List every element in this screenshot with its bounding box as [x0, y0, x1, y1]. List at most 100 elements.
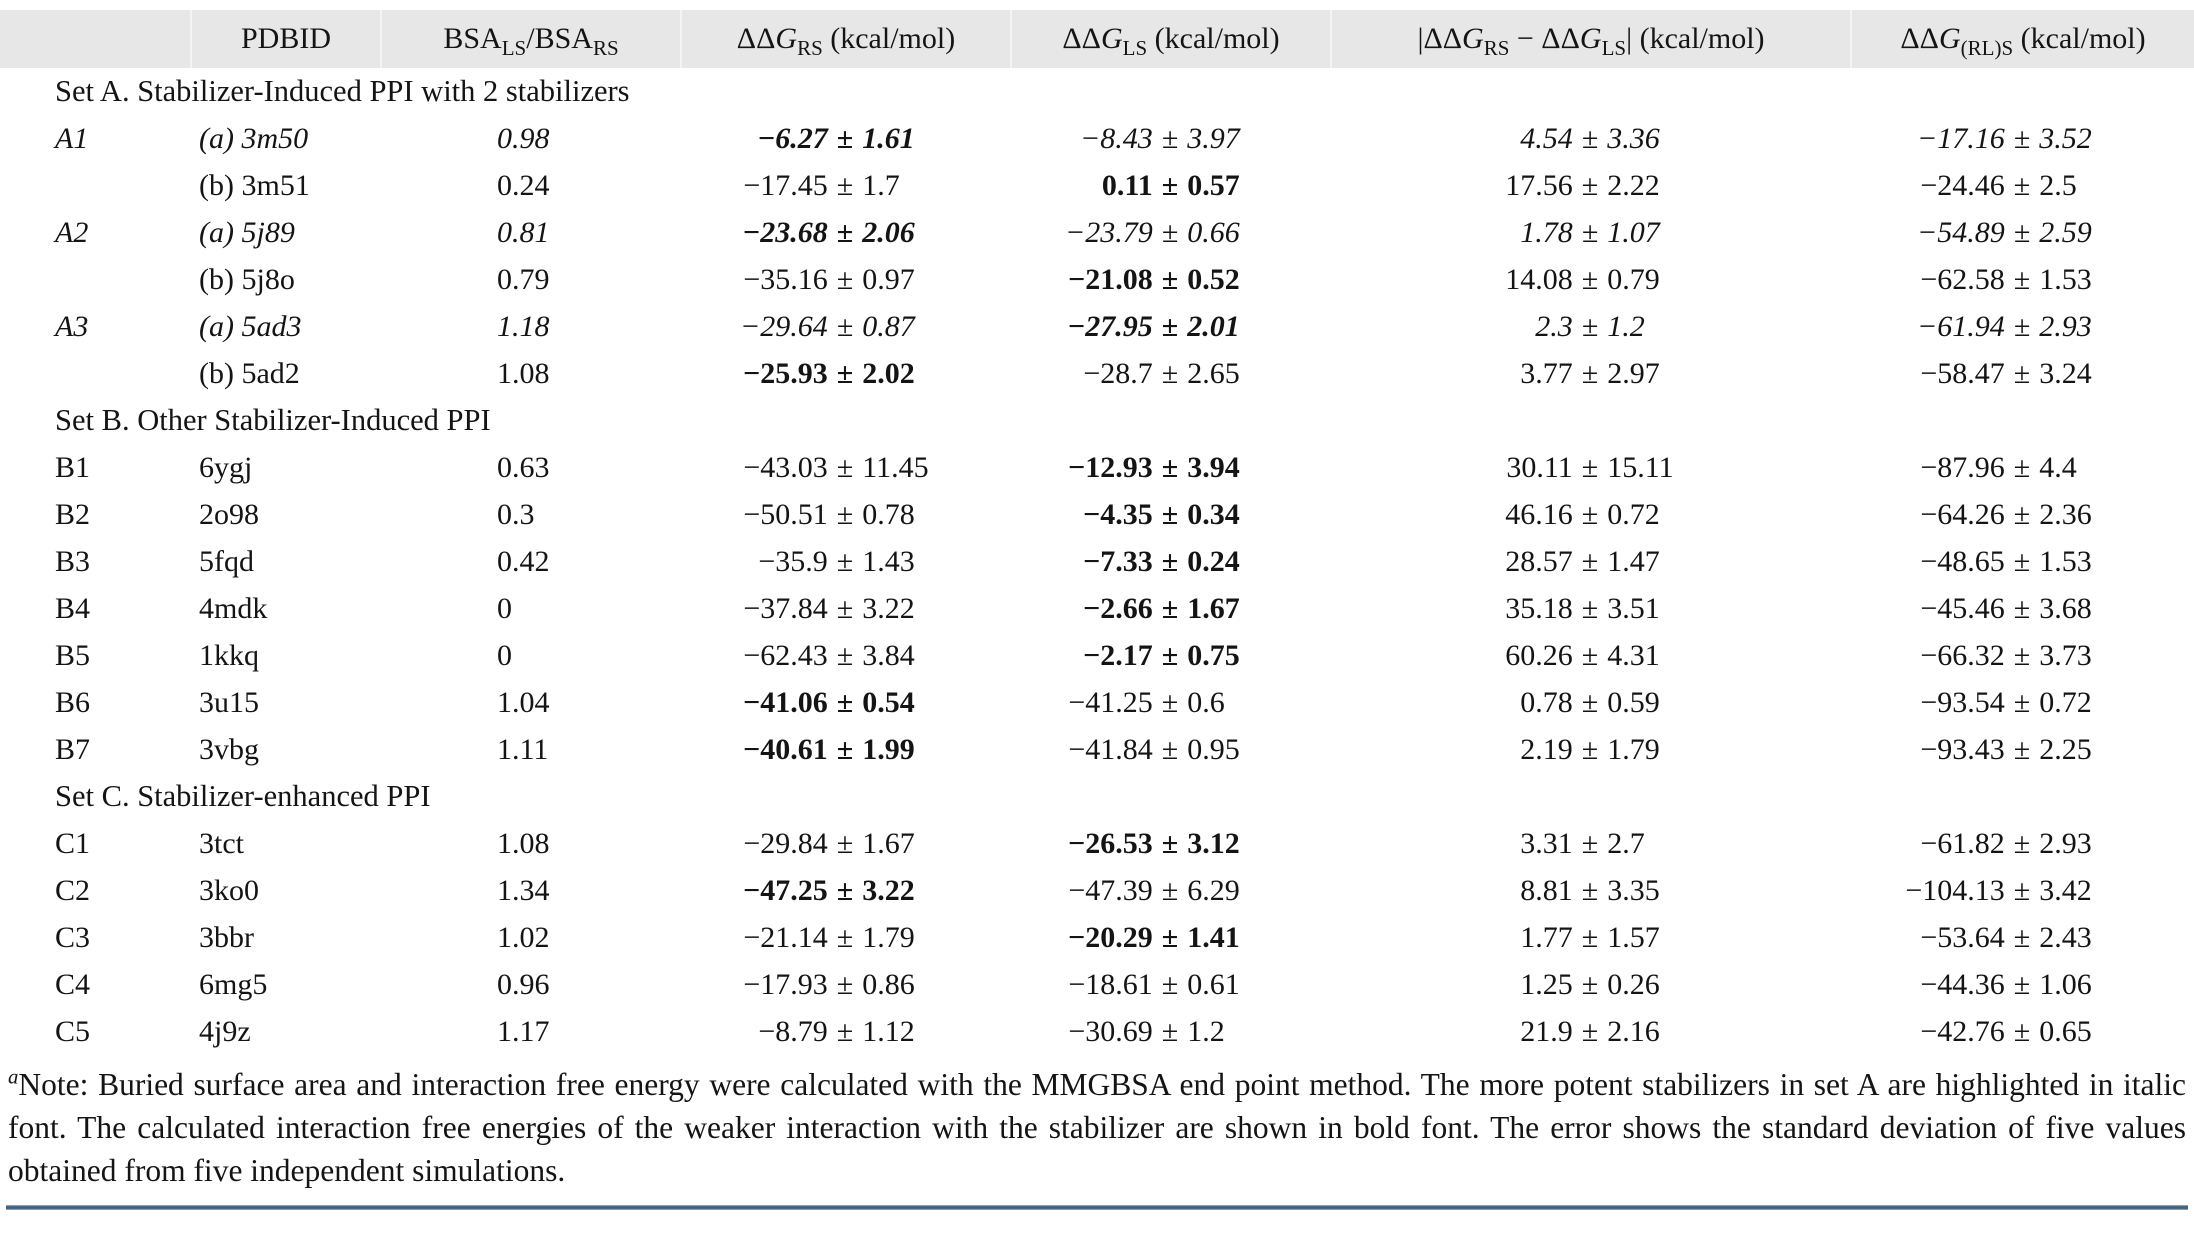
plus-minus: ±	[1161, 309, 1179, 343]
value: −54.89	[1917, 215, 2005, 249]
plus-minus: ±	[1581, 121, 1599, 155]
plus-minus: ±	[1581, 638, 1599, 672]
error: 1.61	[862, 121, 915, 155]
error: 0.79	[1607, 262, 1660, 296]
plus-minus: ±	[836, 309, 854, 343]
header-text: ΔΔ	[1900, 22, 1939, 55]
cell-ddg-diff: 2.3 ±1.2	[1330, 310, 1850, 344]
error: 1.43	[862, 544, 915, 578]
cell-ddg-diff: 14.08 ±0.79	[1330, 263, 1850, 297]
cell-pdbid: (a) 5ad3	[199, 309, 302, 343]
plus-minus: ±	[2013, 215, 2031, 249]
error: 3.12	[1187, 826, 1240, 860]
plus-minus: ±	[2013, 121, 2031, 155]
header-symbol: G	[1100, 22, 1123, 55]
value: −17.16	[1917, 121, 2005, 155]
table-row: (b) 5j8o 0.79 −35.16 ±0.97 −21.08 ±0.52 14.08 ±…	[0, 256, 2194, 303]
cell-ddg-ls: −26.53 ±3.12	[1010, 827, 1330, 861]
cell-ddg-diff: 3.77 ±2.97	[1330, 357, 1850, 391]
error: 3.51	[1607, 591, 1660, 625]
plus-minus: ±	[1161, 826, 1179, 860]
cell-ddg-rls: −58.47 ±3.24	[1850, 357, 2194, 391]
error: 3.36	[1607, 121, 1660, 155]
cell-ddg-ls: −4.35 ±0.34	[1010, 498, 1330, 532]
error: 0.78	[862, 497, 915, 531]
cell-row-id: C4	[55, 967, 91, 1001]
value: −12.93	[1068, 450, 1153, 484]
error: 1.99	[862, 732, 915, 766]
error: 0.54	[862, 685, 915, 719]
cell-ddg-ls: −30.69 ±1.2	[1010, 1015, 1330, 1049]
cell-ddg-diff: 2.19 ±1.79	[1330, 733, 1850, 767]
header-subscript: RS	[1483, 36, 1510, 60]
header-text: BSA	[443, 22, 502, 55]
cell-pdbid: 2o98	[199, 497, 259, 531]
error: 3.68	[2039, 591, 2092, 625]
table-row: C2 3ko0 1.34 −47.25 ±3.22 −47.39 ±6.29 8.81 ±3.3…	[0, 867, 2194, 914]
plus-minus: ±	[2013, 732, 2031, 766]
value: −30.69	[1068, 1014, 1153, 1048]
cell-row-id: B4	[55, 591, 91, 625]
plus-minus: ±	[1161, 873, 1179, 907]
error: 2.59	[2039, 215, 2092, 249]
cell-bsa-ratio: 1.18	[497, 309, 550, 343]
value: 4.54	[1520, 121, 1573, 155]
value: −64.26	[1920, 497, 2005, 531]
header-symbol: G	[1579, 22, 1602, 55]
value: −26.53	[1068, 826, 1153, 860]
header-text: ΔΔ	[736, 22, 776, 55]
error: 2.06	[862, 215, 915, 249]
column-header-row	[0, 10, 190, 68]
plus-minus: ±	[1161, 544, 1179, 578]
cell-ddg-rls: −66.32 ±3.73	[1850, 639, 2194, 673]
table-row: B5 1kkq 0 −62.43 ±3.84 −2.17 ±0.75 60.26 ±4.31 −6…	[0, 632, 2194, 679]
value: −93.43	[1920, 732, 2005, 766]
error: 2.36	[2039, 497, 2092, 531]
plus-minus: ±	[1161, 450, 1179, 484]
value: 0.78	[1520, 685, 1573, 719]
cell-row-id: B7	[55, 732, 91, 766]
cell-ddg-diff: 1.78 ±1.07	[1330, 216, 1850, 250]
cell-ddg-diff: 3.31 ±2.7	[1330, 827, 1850, 861]
error: 3.24	[2039, 356, 2092, 390]
cell-bsa-ratio: 1.17	[497, 1014, 550, 1048]
table-row: B6 3u15 1.04 −41.06 ±0.54 −41.25 ±0.6 0.78 ±0.59…	[0, 679, 2194, 726]
plus-minus: ±	[1581, 168, 1599, 202]
value: 2.19	[1520, 732, 1573, 766]
header-text: | (kcal/mol)	[1626, 22, 1765, 55]
cell-row-id: B1	[55, 450, 91, 484]
cell-pdbid: 3ko0	[199, 873, 259, 907]
plus-minus: ±	[1581, 544, 1599, 578]
error: 1.07	[1607, 215, 1660, 249]
value: −6.27	[757, 121, 828, 155]
header-subscript: RS	[797, 36, 823, 60]
cell-ddg-rs: −47.25 ±3.22	[680, 874, 1010, 908]
value: 1.25	[1520, 967, 1573, 1001]
value: −58.47	[1920, 356, 2005, 390]
column-header-ddg-rs: ΔΔGRS (kcal/mol)	[680, 10, 1010, 68]
column-header-ddg-diff: |ΔΔGRS − ΔΔGLS| (kcal/mol)	[1330, 10, 1850, 68]
cell-ddg-ls: −2.17 ±0.75	[1010, 639, 1330, 673]
error: 3.22	[862, 591, 915, 625]
table-row: C5 4j9z 1.17 −8.79 ±1.12 −30.69 ±1.2 21.9 ±2.16−…	[0, 1008, 2194, 1055]
value: −47.39	[1068, 873, 1153, 907]
error: 0.72	[1607, 497, 1660, 531]
cell-ddg-rs: −21.14 ±1.79	[680, 921, 1010, 955]
value: −18.61	[1068, 967, 1153, 1001]
cell-bsa-ratio: 0.79	[497, 262, 550, 296]
error: 0.26	[1607, 967, 1660, 1001]
plus-minus: ±	[1161, 920, 1179, 954]
cell-row-id: B5	[55, 638, 91, 672]
cell-ddg-diff: 4.54 ±3.36	[1330, 122, 1850, 156]
cell-bsa-ratio: 0.3	[497, 497, 535, 531]
cell-bsa-ratio: 1.04	[497, 685, 550, 719]
plus-minus: ±	[836, 920, 854, 954]
value: 35.18	[1505, 591, 1573, 625]
header-text: ΔΔ	[1062, 22, 1101, 55]
error: 2.02	[862, 356, 915, 390]
table-body: Set A. Stabilizer-Induced PPI with 2 sta…	[0, 68, 2194, 1055]
table-row: C3 3bbr 1.02 −21.14 ±1.79 −20.29 ±1.41 1.77 ±1.5…	[0, 914, 2194, 961]
plus-minus: ±	[1581, 356, 1599, 390]
error: 0.34	[1187, 497, 1240, 531]
cell-ddg-rs: −50.51 ±0.78	[680, 498, 1010, 532]
